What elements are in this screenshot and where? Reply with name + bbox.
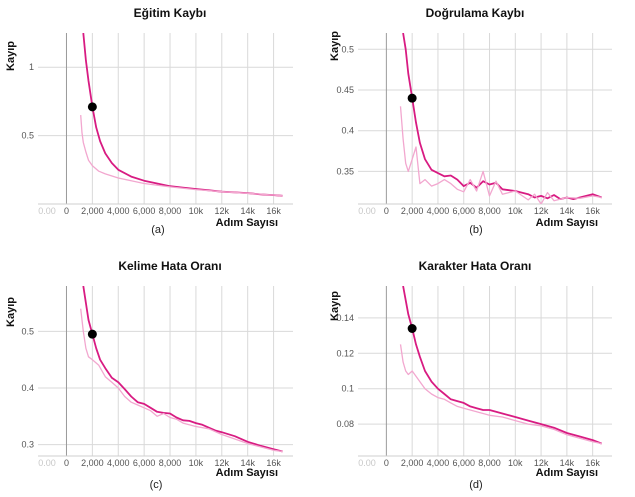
x-axis-label: Adım Sayısı [536,467,598,479]
y-tick-label: 1 [29,62,34,72]
x-tick-label: 4,000 [427,206,450,216]
x-axis-label: Adım Sayısı [536,217,598,229]
highlight-point [87,329,97,339]
series-line-main [82,286,283,453]
x-tick-label: 8,000 [159,458,182,468]
panel-caption: (c) [150,479,163,491]
x-tick-label: 14k [240,458,255,468]
chart-panel-c: 0.00 0 2,000 4,000 6,000 8,000 10k 12k 14k 16k 0.3… [5,259,293,491]
x-tick-label: 6,000 [133,458,156,468]
y-tick-label: 0.4 [341,126,354,136]
chart-title: Doğrulama Kaybı [426,6,525,20]
y-axis-label: Kayıp [5,297,17,327]
x-tick-label: 12k [215,206,230,216]
highlight-point [407,324,417,333]
x-tick-label: 10k [508,206,523,216]
y-tick-label: 0.5 [341,44,354,54]
x-tick-label: 0.00 [38,458,56,468]
chart-panel-d: 0.00 0 2,000 4,000 6,000 8,000 10k 12k 14k 16k 0.0… [329,259,612,491]
x-axis-label: Adım Sayısı [216,467,278,479]
x-tick-label: 0.00 [358,206,376,216]
x-axis-label: Adım Sayısı [216,217,278,229]
series-line-main [402,33,603,200]
y-tick-label: 0.1 [341,384,354,394]
y-tick-label: 0.3 [21,440,34,450]
chart-panel-b: 0.00 0 2,000 4,000 6,000 8,000 10k 12k 14k 16k 0.3… [329,6,612,236]
x-tick-label: 0.00 [38,206,56,216]
x-tick-label: 0 [64,458,69,468]
series-line-raw [80,115,283,197]
x-tick-label: 16k [266,458,281,468]
y-tick-label: 0.35 [336,166,354,176]
x-tick-label: 8,000 [478,458,501,468]
panel-caption: (a) [151,224,164,236]
x-tick-label: 2,000 [401,458,424,468]
y-tick-label: 0.45 [336,85,354,95]
x-tick-label: 12k [534,206,549,216]
highlight-point [87,102,97,112]
y-axis-label: Kayıp [329,31,341,61]
x-tick-label: 10k [508,458,523,468]
chart-title: Karakter Hata Oranı [419,259,532,273]
x-tick-label: 12k [534,458,549,468]
series-line-main [402,286,603,445]
y-tick-label: 0.14 [336,313,354,323]
x-tick-label: 0.00 [358,458,376,468]
x-tick-label: 0 [64,206,69,216]
x-tick-label: 6,000 [133,206,156,216]
x-tick-label: 10k [189,458,204,468]
x-tick-label: 12k [215,458,230,468]
x-tick-label: 0 [384,206,389,216]
series-line-raw [80,308,283,453]
x-tick-label: 2,000 [81,206,104,216]
x-tick-label: 16k [266,206,281,216]
x-tick-label: 6,000 [452,458,475,468]
y-axis-label: Kayıp [329,291,341,321]
y-tick-label: 0.4 [21,383,34,393]
y-tick-label: 0.08 [336,419,354,429]
series-line-raw [399,344,602,445]
y-tick-label: 0.5 [21,131,34,141]
x-tick-label: 14k [560,458,575,468]
y-tick-label: 0.12 [336,348,354,358]
x-tick-label: 2,000 [81,458,104,468]
chart-title: Kelime Hata Oranı [118,259,221,273]
series-line-main [82,33,283,197]
x-tick-label: 4,000 [107,458,130,468]
chart-title: Eğitim Kaybı [134,6,207,20]
series-line-raw [399,106,602,204]
x-tick-label: 14k [240,206,255,216]
x-tick-label: 10k [189,206,204,216]
x-tick-label: 6,000 [452,206,475,216]
y-axis-label: Kayıp [5,41,17,71]
panel-caption: (b) [469,224,482,236]
chart-panel-a: 0.00 0 2,000 4,000 6,000 8,000 10k 12k 14k 16k 0.5… [5,6,293,236]
panel-caption: (d) [469,479,482,491]
x-tick-label: 4,000 [427,458,450,468]
y-tick-label: 0.5 [21,326,34,336]
x-tick-label: 4,000 [107,206,130,216]
x-tick-label: 16k [585,206,600,216]
highlight-point [407,93,417,103]
x-tick-label: 16k [585,458,600,468]
x-tick-label: 2,000 [401,206,424,216]
x-tick-label: 14k [560,206,575,216]
x-tick-label: 0 [384,458,389,468]
x-tick-label: 8,000 [159,206,182,216]
x-tick-label: 8,000 [478,206,501,216]
